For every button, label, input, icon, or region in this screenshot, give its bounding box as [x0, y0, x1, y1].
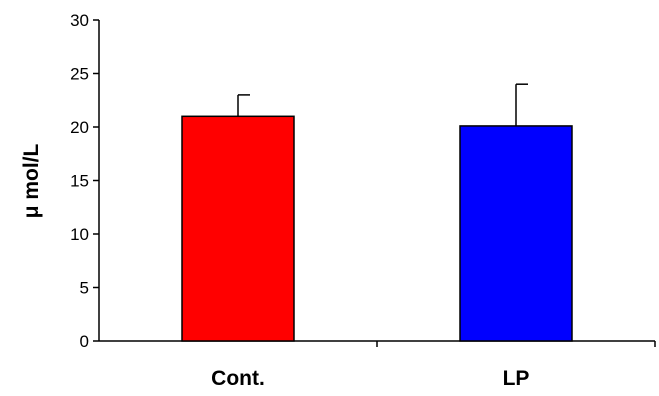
x-category-label: LP	[503, 367, 530, 390]
bar-cont	[181, 115, 295, 342]
y-tick-label: 15	[70, 172, 89, 191]
y-tick-label: 10	[70, 225, 89, 244]
y-tick-label: 0	[80, 332, 89, 351]
bars	[181, 115, 573, 342]
category-labels: Cont. LP	[211, 367, 529, 390]
y-tick-label: 5	[80, 279, 89, 298]
bar-lp	[459, 125, 573, 342]
y-ticks: 0 5 10 15 20 25 30	[70, 11, 656, 351]
y-tick-label: 30	[70, 11, 89, 30]
y-tick-label: 25	[70, 65, 89, 84]
x-category-label: Cont.	[211, 367, 265, 390]
y-tick-label: 20	[70, 118, 89, 137]
y-axis-label: μ mol/L	[20, 143, 43, 218]
error-bars	[237, 83, 528, 126]
